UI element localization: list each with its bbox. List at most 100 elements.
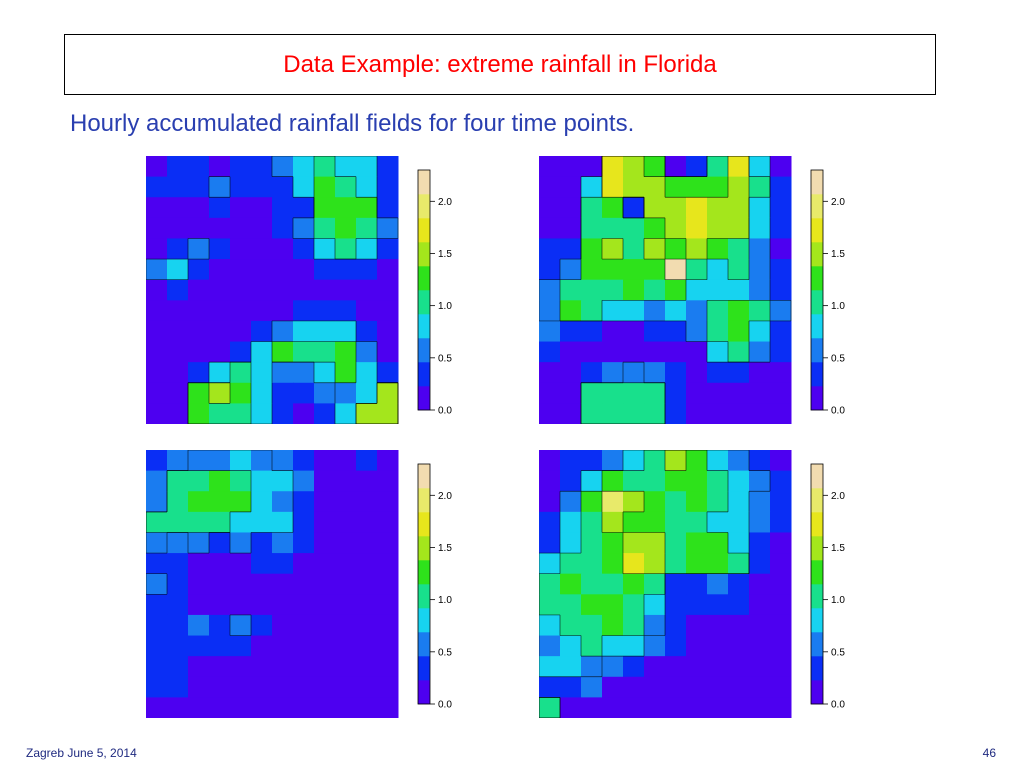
heatmap-cell — [602, 320, 624, 343]
colorbar-tick-label: 0.0 — [438, 700, 452, 711]
heatmap-cell — [770, 594, 792, 616]
heatmap-cell — [728, 553, 750, 575]
colorbar-tick-label: 1.5 — [438, 543, 452, 554]
heatmap-cell — [581, 573, 603, 595]
heatmap-cell — [644, 491, 666, 513]
heatmap-cell — [251, 217, 273, 239]
heatmap-cell — [707, 511, 729, 533]
heatmap-cell — [686, 362, 708, 384]
heatmap-cell — [293, 573, 315, 595]
heatmap-cell — [749, 491, 771, 513]
heatmap-cell — [146, 238, 168, 260]
heatmap-cell — [602, 217, 624, 239]
heatmap-cell — [230, 279, 252, 301]
heatmap-cell — [293, 279, 315, 301]
heatmap-cell — [728, 635, 750, 657]
heatmap-cell — [188, 320, 210, 343]
heatmap-cell — [749, 697, 771, 719]
heatmap-cell — [230, 511, 252, 533]
heatmap-cell — [377, 176, 399, 198]
colorbar-tick-label: 1.0 — [438, 595, 452, 606]
heatmap-cell — [728, 511, 750, 533]
heatmap-cell — [665, 320, 687, 343]
contour-lines — [601, 449, 687, 575]
colorbar-tick-label: 2.0 — [831, 491, 845, 502]
colorbar-segment — [418, 314, 430, 339]
colorbar-tick-label: 1.5 — [831, 543, 845, 554]
heatmap-cell — [665, 656, 687, 678]
heatmap-cell — [665, 197, 687, 219]
colorbar-segment — [418, 290, 430, 315]
heatmap-cell — [293, 656, 315, 678]
heatmap-cell — [644, 450, 666, 472]
heatmap-cell — [644, 470, 666, 492]
heatmap-cell — [644, 676, 666, 698]
heatmap-svg: 0.0 0.5 1.0 1.5 2.0 — [538, 155, 845, 425]
colorbar-segment — [418, 536, 430, 561]
heatmap-cell — [539, 594, 561, 616]
heatmap-cell — [251, 259, 273, 281]
heatmap-cell — [560, 259, 582, 281]
heatmap-cell — [167, 362, 189, 384]
heatmap-cell — [560, 450, 582, 472]
heatmap-cell — [230, 362, 252, 384]
heatmap-cell — [560, 217, 582, 239]
heatmap-cell — [272, 156, 294, 178]
heatmap-cell — [602, 238, 624, 260]
heatmap-panel-top-right: 0.0 0.5 1.0 1.5 2.0 — [538, 155, 859, 429]
heatmap-cell — [314, 259, 336, 281]
heatmap-cell — [230, 382, 252, 404]
heatmap-cell — [644, 573, 666, 595]
heatmap-cell — [230, 573, 252, 595]
heatmap-cell — [335, 320, 357, 343]
heatmap-cell — [272, 320, 294, 343]
heatmap-cell — [314, 403, 336, 425]
heatmap-cell — [644, 197, 666, 219]
heatmap-cell — [356, 156, 378, 178]
heatmap-cell — [560, 403, 582, 425]
heatmap-cell — [230, 635, 252, 657]
heatmap-cell — [356, 341, 378, 363]
colorbar-tick-label: 1.0 — [831, 301, 845, 312]
colorbar-tick-label: 1.5 — [438, 249, 452, 260]
heatmap-cell — [539, 450, 561, 472]
heatmap-cell — [749, 470, 771, 492]
heatmap-cell — [539, 197, 561, 219]
heatmap-cell — [251, 382, 273, 404]
colorbar-tick-label: 0.0 — [831, 406, 845, 417]
heatmap-cell — [665, 614, 687, 637]
heatmap-cell — [602, 614, 624, 637]
heatmap-cell — [623, 217, 645, 239]
heatmap-cell — [188, 553, 210, 575]
heatmap-cell — [602, 470, 624, 492]
heatmap-cell — [230, 697, 252, 719]
heatmap-cell — [560, 532, 582, 554]
heatmap-cell — [728, 532, 750, 554]
heatmap-cell — [377, 320, 399, 343]
heatmap-cell — [749, 532, 771, 554]
heatmap-cell — [665, 238, 687, 260]
heatmap-cell — [560, 382, 582, 404]
heatmap-cell — [272, 573, 294, 595]
heatmap-cell — [167, 676, 189, 698]
heatmap-cell — [272, 217, 294, 239]
heatmap-cell — [314, 197, 336, 219]
heatmap-cell — [251, 341, 273, 363]
heatmap-cell — [623, 511, 645, 533]
heatmap-cell — [623, 553, 645, 575]
heatmap-cell — [770, 279, 792, 301]
heatmap-cell — [335, 491, 357, 513]
colorbar-tick-label: 1.0 — [831, 595, 845, 606]
heatmap-cell — [644, 635, 666, 657]
heatmap-cell — [644, 362, 666, 384]
heatmap-cell — [356, 676, 378, 698]
heatmap-cell — [728, 491, 750, 513]
heatmap-cell — [623, 676, 645, 698]
heatmap-cell — [602, 553, 624, 575]
heatmap-cell — [335, 594, 357, 616]
heatmap-cell — [314, 382, 336, 404]
heatmap-cell — [623, 532, 645, 554]
heatmap-cell — [728, 594, 750, 616]
heatmap-cell — [581, 697, 603, 719]
heatmap-cell — [209, 491, 231, 513]
